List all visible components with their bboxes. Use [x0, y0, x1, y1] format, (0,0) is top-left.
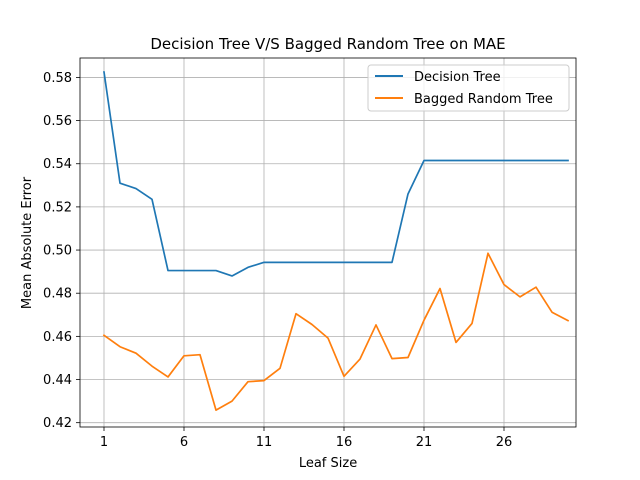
y-tick-label: 0.52	[43, 200, 72, 215]
y-tick-label: 0.58	[43, 71, 72, 86]
x-tick-label: 6	[180, 435, 188, 450]
y-tick-label: 0.44	[43, 373, 72, 388]
grid	[80, 58, 576, 427]
y-tick-label: 0.48	[43, 287, 72, 302]
x-tick-label: 26	[496, 435, 513, 450]
x-tick-label: 16	[336, 435, 353, 450]
legend: Decision Tree Bagged Random Tree	[367, 64, 570, 112]
legend-box	[367, 64, 570, 112]
legend-label-decision-tree: Decision Tree	[414, 70, 501, 85]
y-axis-label: Mean Absolute Error	[20, 176, 35, 309]
y-tick-label: 0.56	[43, 114, 72, 129]
x-axis-label: Leaf Size	[299, 456, 357, 471]
y-tick-label: 0.54	[43, 157, 72, 172]
series-layer	[102, 71, 570, 412]
x-tick-label: 21	[416, 435, 433, 450]
series-line-decision-tree	[103, 71, 569, 277]
series-line-bagged-random-tree	[102, 252, 570, 412]
x-tick-label: 1	[100, 435, 108, 450]
y-tick-label: 0.42	[43, 416, 72, 431]
y-tick-label: 0.50	[43, 244, 72, 259]
plot-frame	[79, 57, 577, 428]
chart-title: Decision Tree V/S Bagged Random Tree on …	[150, 35, 505, 53]
axes: 1 6 11 16 21 260.420.440.460.480.500.520.540.…	[43, 57, 577, 450]
x-tick-label: 11	[256, 435, 273, 450]
y-tick-label: 0.46	[43, 330, 72, 345]
legend-label-bagged-random-tree: Bagged Random Tree	[414, 92, 553, 107]
